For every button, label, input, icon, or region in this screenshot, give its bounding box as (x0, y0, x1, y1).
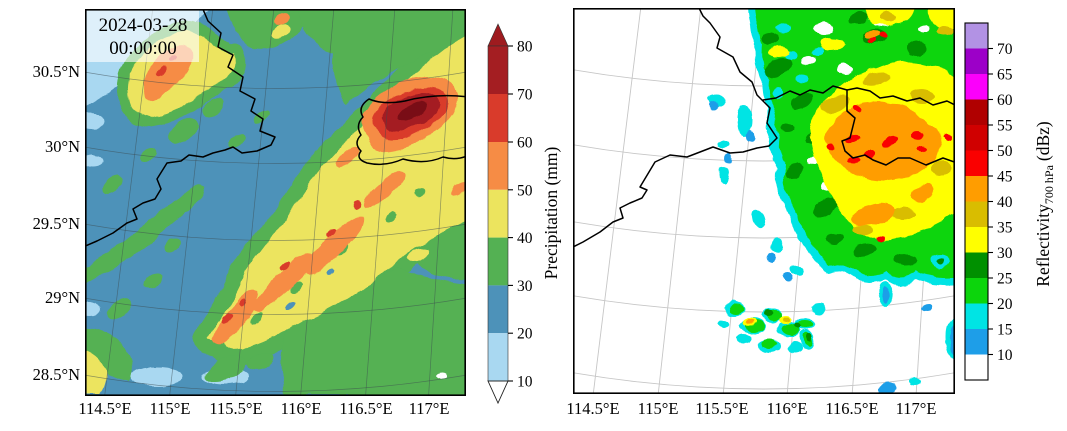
rcb-seg-65-70 (965, 48, 988, 74)
lon-label-right-116-5E: 116.5°E (825, 399, 879, 418)
rcb-seg-30-35 (965, 227, 988, 253)
cb-seg-70-80 (488, 46, 508, 94)
rcb-label-30: 30 (997, 245, 1013, 262)
rcb-seg-55-60 (965, 99, 988, 125)
reflectivity-colorbar: 70 65 60 55 50 45 40 35 30 25 20 15 10 R… (964, 22, 1056, 381)
rcb-label-20: 20 (997, 296, 1013, 313)
lon-label-left-115-5E: 115.5°E (209, 399, 263, 418)
rcb-label-25: 25 (997, 271, 1013, 288)
rcb-label-55: 55 (997, 118, 1013, 135)
precipitation-colorbar: 80 70 60 50 40 30 20 10 Precipitation (m… (487, 23, 561, 405)
province-boundary-right (573, 8, 955, 248)
rcb-seg-40-45 (965, 176, 988, 202)
lat-label-30-5N: 30.5°N (32, 62, 80, 81)
rcb-label-45: 45 (997, 169, 1013, 186)
precipitation-map-panel: 2024-03-28 00:00:00 (85, 9, 466, 396)
rcb-seg-50-55 (965, 125, 988, 151)
rcb-seg-25-30 (965, 252, 988, 278)
cb-seg-10-20 (488, 333, 508, 381)
rcb-label-10: 10 (997, 347, 1013, 364)
precipitation-field: 2024-03-28 00:00:00 (85, 9, 466, 396)
cb-label-20: 20 (517, 326, 533, 343)
lon-label-right-115-5E: 115.5°E (695, 399, 749, 418)
graticule-left (85, 9, 466, 396)
rcb-label-65: 65 (997, 67, 1013, 84)
lon-label-left-117E: 117°E (408, 399, 450, 418)
rcb-seg-over70 (965, 23, 988, 49)
lon-label-right-116E: 116°E (766, 399, 808, 418)
cb-seg-60-70 (488, 94, 508, 142)
lon-label-left-116-5E: 116.5°E (339, 399, 393, 418)
rcb-seg-45-50 (965, 150, 988, 176)
lon-label-left-114-5E: 114.5°E (78, 399, 132, 418)
cb-seg-30-40 (488, 237, 508, 286)
rcb-label-50: 50 (997, 143, 1013, 160)
right-panel-frame (573, 8, 955, 394)
rcb-label-35: 35 (997, 220, 1013, 237)
cb-seg-20-30 (488, 285, 508, 334)
rcb-label-60: 60 (997, 92, 1013, 109)
colorbar-under-arrow (487, 380, 509, 405)
province-boundary-left (85, 9, 466, 247)
rcb-seg-under10 (965, 354, 988, 380)
cb-label-50: 50 (517, 182, 533, 199)
cb-label-60: 60 (517, 135, 533, 152)
cb-label-40: 40 (517, 230, 533, 247)
lon-label-right-117E: 117°E (895, 399, 937, 418)
timestamp-overlay: 2024-03-28 00:00:00 (86, 10, 199, 62)
reflectivity-field (573, 8, 955, 394)
lon-label-right-114-5E: 114.5°E (566, 399, 620, 418)
rcb-seg-20-25 (965, 278, 988, 304)
lon-label-left-116E: 116°E (280, 399, 322, 418)
lat-label-28-5N: 28.5°N (32, 365, 80, 384)
rcb-seg-60-65 (965, 74, 988, 100)
left-panel-frame (85, 9, 466, 396)
refl-colorbar-ticks (988, 47, 993, 356)
cb-label-30: 30 (517, 278, 533, 295)
lat-label-30N: 30°N (44, 137, 80, 156)
lon-label-left-115E: 115°E (149, 399, 191, 418)
rcb-label-15: 15 (997, 322, 1013, 339)
lat-label-29-5N: 29.5°N (32, 214, 80, 233)
cb-seg-50-60 (488, 142, 508, 190)
reflectivity-map-panel (573, 8, 955, 394)
rcb-label-70: 70 (997, 41, 1013, 58)
rcb-seg-35-40 (965, 201, 988, 227)
cb-label-70: 70 (517, 87, 533, 104)
precip-colorbar-title: Precipitation (mm) (541, 146, 561, 279)
cb-label-10: 10 (517, 374, 533, 391)
cb-label-80: 80 (517, 39, 533, 56)
lon-label-right-115E: 115°E (637, 399, 679, 418)
cb-seg-40-50 (488, 189, 508, 238)
refl-colorbar-title: Reflectivity700 hPa(dBz) (1033, 121, 1056, 287)
timestamp-time: 00:00:00 (109, 38, 177, 59)
rcb-seg-10-15 (965, 329, 988, 355)
timestamp-date: 2024-03-28 (99, 15, 188, 36)
precip-colorbar-ticks (508, 45, 513, 382)
timestamp-box (86, 10, 199, 62)
rcb-label-40: 40 (997, 194, 1013, 211)
rcb-seg-15-20 (965, 303, 988, 329)
lat-label-29N: 29°N (44, 288, 80, 307)
colorbar-over-arrow (487, 23, 509, 47)
